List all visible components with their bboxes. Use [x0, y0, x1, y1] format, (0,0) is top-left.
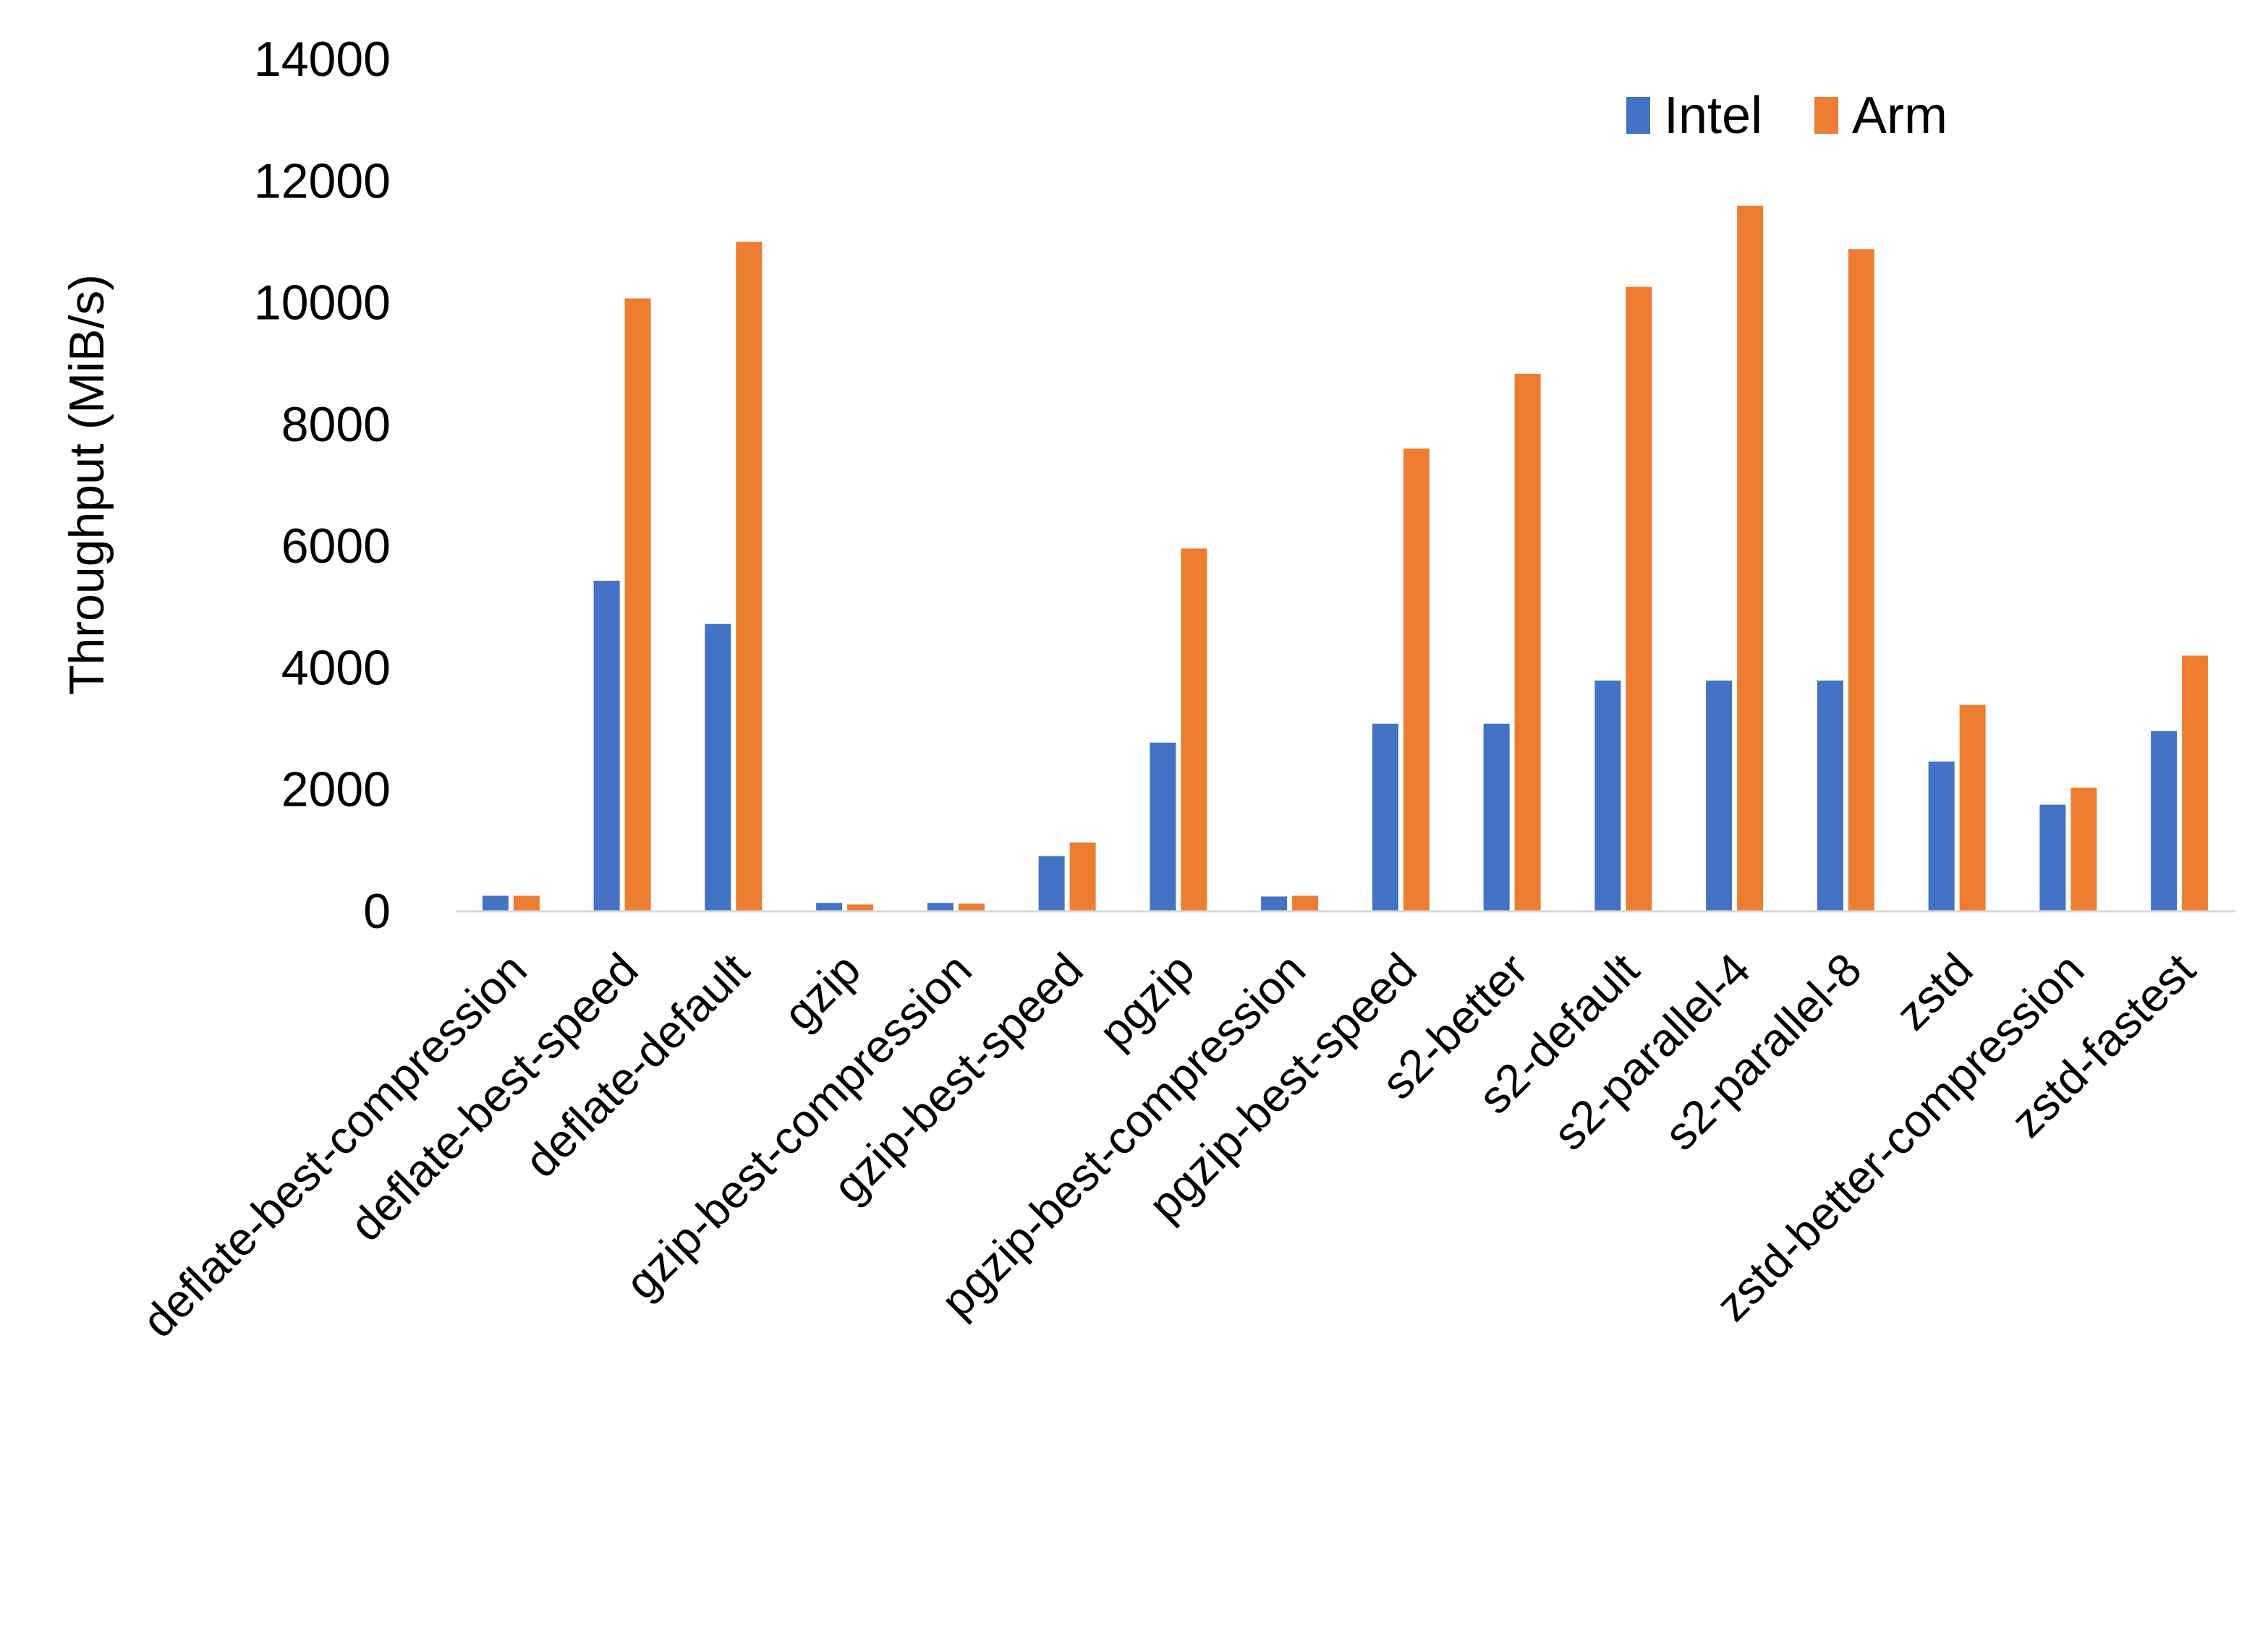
bar-arm-s2-better: [1514, 373, 1541, 911]
y-tick-label: 10000: [254, 276, 391, 331]
legend-swatch-intel: [1626, 97, 1650, 134]
bar-arm-zstd-better-compression: [2070, 788, 2097, 911]
legend-label-intel: Intel: [1664, 87, 1762, 145]
bar-arm-zstd-fastest: [2182, 655, 2209, 911]
bar-intel-gzip-best-speed: [1038, 856, 1065, 911]
bar-intel-s2-parallel-8: [1817, 680, 1843, 911]
bar-arm-s2-parallel-4: [1737, 205, 1764, 911]
legend-label-arm: Arm: [1852, 87, 1948, 145]
legend-swatch-arm: [1814, 97, 1838, 134]
bar-arm-zstd: [1959, 704, 1986, 911]
bar-arm-deflate-default: [736, 242, 763, 911]
y-tick-label: 14000: [254, 32, 391, 87]
y-tick-label: 12000: [254, 153, 391, 208]
bar-intel-deflate-best-compression: [482, 895, 509, 911]
bar-arm-deflate-best-speed: [624, 298, 651, 911]
bar-intel-deflate-best-speed: [593, 580, 620, 911]
bar-intel-zstd-better-compression: [2039, 804, 2066, 911]
bar-arm-s2-default: [1626, 286, 1652, 911]
y-axis-label: Throughput (MiB/s): [59, 274, 114, 695]
x-tick-label: zstd: [1886, 943, 1983, 1040]
bar-intel-deflate-default: [705, 623, 731, 911]
bar-intel-gzip-best-compression: [927, 903, 954, 911]
bar-arm-gzip-best-speed: [1069, 842, 1096, 911]
bar-arm-pgzip: [1181, 548, 1207, 911]
bar-intel-pgzip-best-compression: [1261, 896, 1288, 911]
bar-arm-s2-parallel-8: [1848, 249, 1874, 911]
bar-intel-gzip: [816, 903, 843, 911]
bar-arm-deflate-best-compression: [513, 895, 540, 911]
x-tick-label: gzip: [773, 943, 870, 1040]
bar-intel-s2-parallel-4: [1706, 680, 1733, 911]
y-tick-label: 6000: [281, 519, 391, 574]
bar-arm-pgzip-best-compression: [1292, 895, 1319, 911]
y-tick-label: 2000: [281, 762, 391, 817]
bar-intel-pgzip-best-speed: [1372, 723, 1398, 911]
bar-arm-gzip: [847, 904, 874, 911]
bar-intel-s2-default: [1594, 680, 1621, 911]
y-tick-label: 8000: [281, 397, 391, 452]
y-tick-label: 4000: [281, 640, 391, 695]
y-tick-label: 0: [363, 884, 391, 939]
bar-intel-pgzip: [1150, 742, 1176, 911]
bar-arm-gzip-best-compression: [958, 903, 985, 911]
bar-intel-zstd: [1928, 761, 1955, 911]
bar-intel-zstd-fastest: [2151, 731, 2178, 911]
bar-arm-pgzip-best-speed: [1403, 448, 1430, 911]
bar-intel-s2-better: [1483, 723, 1510, 911]
